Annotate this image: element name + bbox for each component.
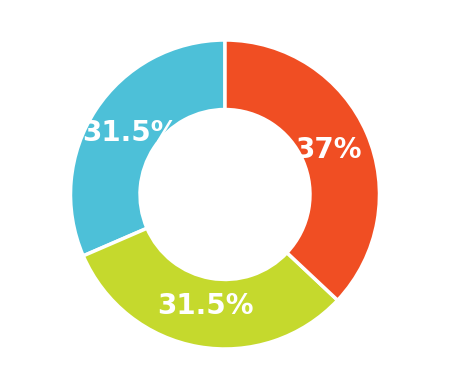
Text: 31.5%: 31.5%: [82, 119, 179, 147]
Wedge shape: [71, 40, 225, 256]
Wedge shape: [83, 228, 338, 349]
Wedge shape: [225, 40, 379, 300]
Text: 37%: 37%: [295, 136, 362, 164]
Text: 31.5%: 31.5%: [158, 292, 254, 320]
